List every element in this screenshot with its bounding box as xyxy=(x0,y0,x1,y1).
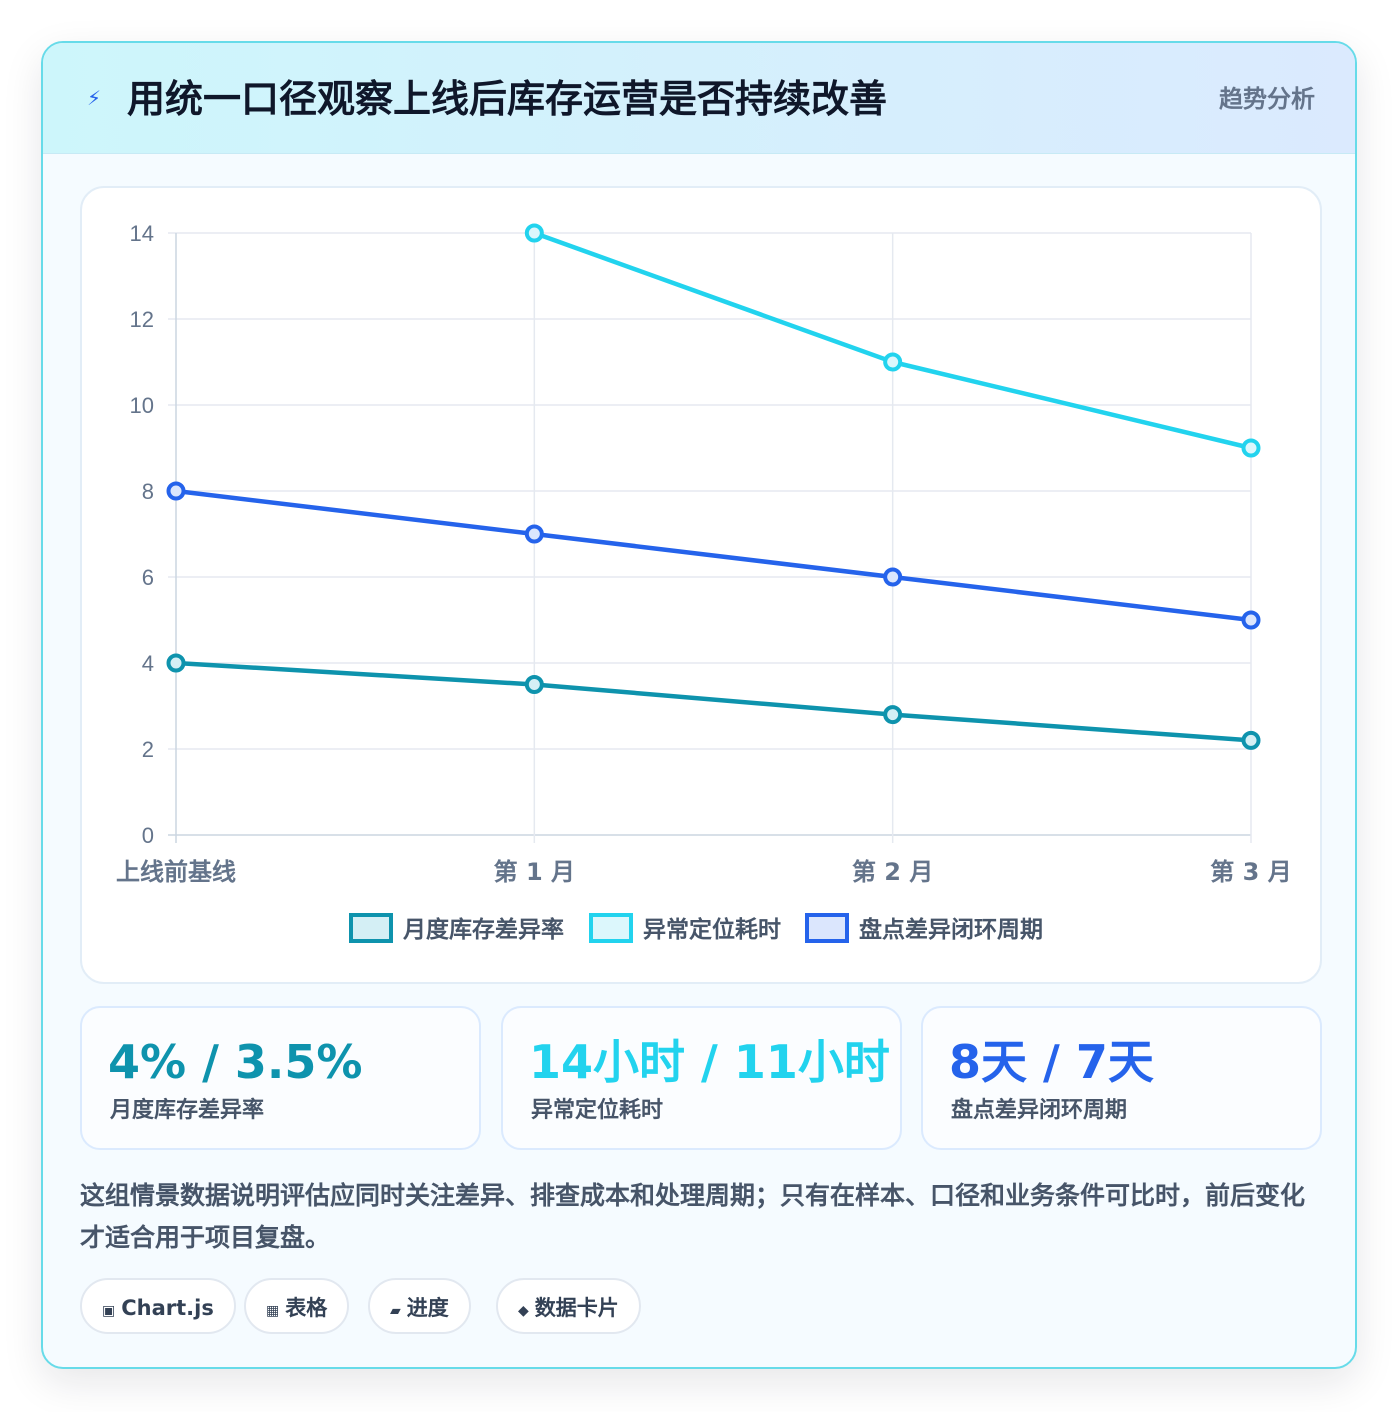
summary-note: 这组情景数据说明评估应同时关注差异、排查成本和处理周期；只有在样本、口径和业务条… xyxy=(80,1181,1306,1252)
stat-card-close-cycle: 8天 / 7天 盘点差异闭环周期 xyxy=(921,1006,1322,1150)
stat-card-anomaly-time: 14小时 / 11小时 异常定位耗时 xyxy=(501,1006,902,1150)
series-line xyxy=(173,660,1254,743)
legend-swatch xyxy=(805,913,849,943)
data-point xyxy=(1241,610,1261,630)
legend-swatch xyxy=(589,913,633,943)
legend-label: 月度库存差异率 xyxy=(402,916,564,943)
data-point xyxy=(166,481,186,501)
data-point xyxy=(1241,730,1261,750)
page-title: 用统一口径观察上线后库存运营是否持续改善 xyxy=(127,77,888,121)
data-point xyxy=(524,223,544,243)
progress-icon: ▰ xyxy=(390,1303,401,1319)
y-tick-label: 8 xyxy=(142,479,154,504)
legend-label: 异常定位耗时 xyxy=(643,916,781,943)
chip-label: 数据卡片 xyxy=(534,1296,619,1320)
report-card: ⚡ 用统一口径观察上线后库存运营是否持续改善 趋势分析 0 2 4 6 8 10 12 14 上… xyxy=(41,41,1357,1369)
data-point xyxy=(524,524,544,544)
legend-swatch xyxy=(349,913,393,943)
data-point xyxy=(883,352,903,372)
y-tick-label: 2 xyxy=(142,737,154,762)
header-tag: 趋势分析 xyxy=(1219,85,1315,113)
chip-data-card: ◆ 数据卡片 xyxy=(496,1278,641,1334)
stat-card-inventory-variance: 4% / 3.5% 月度库存差异率 xyxy=(80,1006,481,1150)
chip-chartjs: ▣ Chart.js xyxy=(80,1278,236,1334)
card-header: ⚡ 用统一口径观察上线后库存运营是否持续改善 趋势分析 xyxy=(43,43,1355,154)
chip-table: ▦ 表格 xyxy=(244,1278,350,1334)
y-tick-label: 4 xyxy=(142,651,154,676)
table-icon: ▦ xyxy=(266,1303,280,1319)
legend-label: 盘点差异闭环周期 xyxy=(859,916,1043,943)
y-tick-label: 10 xyxy=(130,393,154,418)
series-line xyxy=(173,488,1254,623)
x-tick-label: 第 1 月 xyxy=(494,858,575,886)
stat-label: 月度库存差异率 xyxy=(110,1098,265,1123)
y-tick-label: 6 xyxy=(142,565,154,590)
x-tick-label: 上线前基线 xyxy=(116,858,236,886)
stat-value: 14小时 / 11小时 xyxy=(529,1035,890,1089)
chip-label: 表格 xyxy=(285,1296,328,1320)
stat-value: 4% / 3.5% xyxy=(108,1035,363,1089)
chip-label: Chart.js xyxy=(121,1296,214,1320)
data-point xyxy=(166,653,186,673)
x-tick-label: 第 2 月 xyxy=(852,858,933,886)
chart-box-icon: ▣ xyxy=(102,1303,116,1319)
chip-progress: ▰ 进度 xyxy=(368,1278,471,1334)
stat-label: 异常定位耗时 xyxy=(531,1098,664,1123)
data-point xyxy=(883,705,903,725)
y-tick-label: 0 xyxy=(142,823,154,848)
diamond-icon: ◆ xyxy=(518,1303,529,1319)
chart-panel: 0 2 4 6 8 10 12 14 上线前基线 第 1 月 第 2 月 第 3 月月度库存差异率 异常… xyxy=(80,186,1322,984)
stat-cards: 4% / 3.5% 月度库存差异率 14小时 / 11小时 异常定位耗时 8天 … xyxy=(80,1006,1322,1150)
data-point xyxy=(883,567,903,587)
data-point xyxy=(524,675,544,694)
y-tick-label: 12 xyxy=(130,307,154,332)
lightning-bolt-icon: ⚡ xyxy=(87,86,102,110)
stat-value: 8天 / 7天 xyxy=(949,1035,1154,1089)
y-tick-label: 14 xyxy=(130,221,154,246)
stat-label: 盘点差异闭环周期 xyxy=(951,1098,1128,1123)
x-tick-label: 第 3 月 xyxy=(1210,858,1291,886)
data-point xyxy=(1241,438,1261,458)
chip-label: 进度 xyxy=(406,1296,449,1320)
